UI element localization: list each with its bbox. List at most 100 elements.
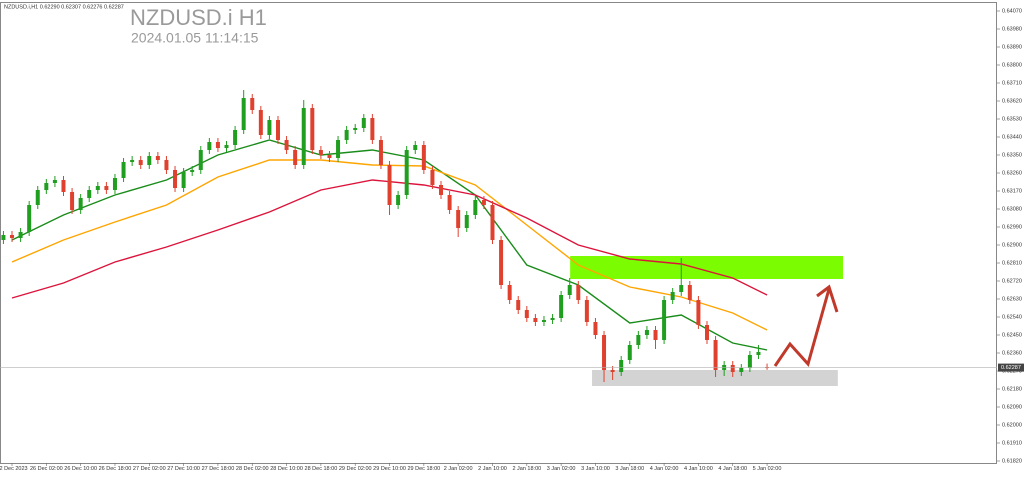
y-tick-label: 0.62900 (1002, 242, 1022, 248)
symbol-info: NZDUSD.i,H1 0.62290 0.62307 0.62276 0.62… (4, 4, 124, 10)
y-tick-label: 0.63800 (1002, 62, 1022, 68)
moving-average-line (11, 179, 768, 299)
x-tick-label: 3 Jan 10:00 (581, 466, 610, 472)
candle-body (593, 322, 598, 335)
candle-body (541, 320, 546, 322)
candle-body (704, 325, 709, 340)
chart-title: NZDUSD.i H1 (130, 5, 267, 30)
zones (570, 256, 843, 386)
candle-body (27, 205, 32, 232)
candle-body (507, 285, 512, 300)
candle-body (173, 170, 178, 188)
candle-body (644, 330, 649, 335)
candle-body (456, 210, 461, 228)
candle-body (353, 128, 358, 130)
candle-body (490, 205, 495, 240)
candle-body (756, 352, 761, 355)
candle-body (499, 240, 504, 285)
candle-body (602, 335, 607, 370)
candle-body (378, 140, 383, 165)
plot-frame (0, 2, 997, 464)
candle-body (361, 118, 366, 128)
candle-body (138, 160, 143, 165)
x-tick-label: 5 Jan 02:00 (753, 466, 782, 472)
candle-body (481, 200, 486, 205)
candle-body (215, 142, 220, 148)
y-tick-label: 0.62810 (1002, 260, 1022, 266)
candle-body (275, 120, 280, 140)
y-tick-label: 0.63530 (1002, 116, 1022, 122)
x-tick-label: 27 Dec 10:00 (167, 466, 200, 472)
x-tick-label: 28 Dec 18:00 (305, 466, 338, 472)
y-tick-label: 0.62450 (1002, 332, 1022, 338)
x-tick-label: 29 Dec 10:00 (373, 466, 406, 472)
axes: 0.64070 0.63980 0.63890 0.63800 0.63710 0.636… (0, 8, 1024, 472)
candle-body (679, 285, 684, 292)
x-tick-label: 28 Dec 02:00 (236, 466, 269, 472)
x-tick-label: 26 Dec 10:00 (64, 466, 97, 472)
candle-body (301, 108, 306, 165)
candle-body (404, 150, 409, 195)
candle-body (653, 330, 658, 340)
candle-body (198, 150, 203, 170)
x-tick-label: 3 Jan 18:00 (615, 466, 644, 472)
y-tick-label: 0.62630 (1002, 296, 1022, 302)
candle-body (224, 145, 229, 148)
candle-body (396, 195, 401, 205)
candle-body (636, 335, 641, 345)
candle-body (421, 145, 426, 170)
candle-body (78, 198, 83, 210)
y-tick-label: 0.63710 (1002, 80, 1022, 86)
y-tick-label: 0.63890 (1002, 44, 1022, 50)
candle-body (35, 190, 40, 205)
x-tick-label: 2 Jan 02:00 (444, 466, 473, 472)
candle-body (327, 155, 332, 158)
candle-body (662, 300, 667, 340)
x-tick-label: 4 Jan 02:00 (650, 466, 679, 472)
x-tick-label: 22 Dec 2023 (0, 466, 28, 472)
candle-body (730, 365, 735, 372)
x-tick-label: 4 Jan 18:00 (718, 466, 747, 472)
moving-average-line (11, 159, 768, 331)
arrow (773, 288, 831, 368)
candle-body (164, 160, 169, 170)
y-tick-label: 0.63080 (1002, 206, 1022, 212)
y-tick-label: 0.62540 (1002, 314, 1022, 320)
candle-body (747, 355, 752, 368)
candle-body (567, 285, 572, 295)
x-tick-label: 26 Dec 18:00 (99, 466, 132, 472)
candle-body (1, 235, 6, 240)
candle-body (181, 172, 186, 188)
candle-body (610, 370, 615, 372)
x-tick-label: 4 Jan 10:00 (684, 466, 713, 472)
last-price-label: 0.62287 (1001, 365, 1021, 371)
candle-body (250, 98, 255, 110)
candle-body (464, 215, 469, 228)
candle-body (130, 160, 135, 162)
candle-body (310, 108, 315, 150)
y-tick-label: 0.63980 (1002, 26, 1022, 32)
arrow-head (816, 284, 839, 313)
x-tick-label: 27 Dec 18:00 (202, 466, 235, 472)
x-tick-label: 3 Jan 02:00 (547, 466, 576, 472)
zone (592, 370, 838, 386)
candle-body (696, 300, 701, 325)
chart-subtitle: 2024.01.05 11:14:15 (131, 30, 259, 46)
candle-body (447, 195, 452, 210)
candle-body (284, 140, 289, 150)
y-tick-label: 0.63170 (1002, 188, 1022, 194)
y-tick-label: 0.64070 (1002, 8, 1022, 14)
x-tick-label: 28 Dec 10:00 (270, 466, 303, 472)
candle-body (559, 295, 564, 318)
candle-body (155, 156, 160, 160)
candle-body (121, 162, 126, 178)
y-tick-label: 0.63620 (1002, 98, 1022, 104)
candle-body (267, 120, 272, 135)
x-tick-label: 29 Dec 02:00 (339, 466, 372, 472)
candle-body (524, 310, 529, 318)
x-tick-label: 29 Dec 18:00 (407, 466, 440, 472)
candle-body (387, 165, 392, 205)
y-tick-label: 0.61910 (1002, 440, 1022, 446)
candle-body (550, 318, 555, 320)
